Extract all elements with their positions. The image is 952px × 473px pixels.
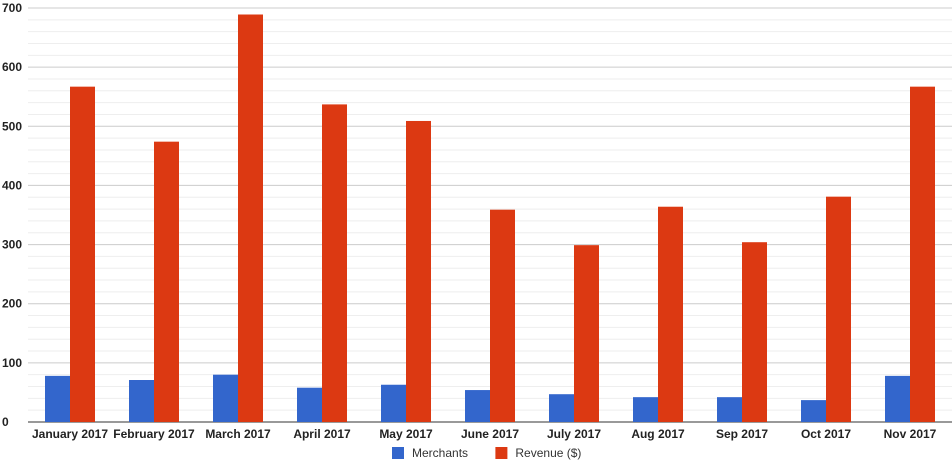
- y-tick-label: 600: [2, 60, 22, 74]
- bar-merchants[interactable]: [213, 374, 238, 422]
- x-tick-label: Sep 2017: [716, 427, 768, 441]
- legend: Merchants Revenue ($): [392, 446, 581, 460]
- bar-merchants[interactable]: [45, 375, 70, 422]
- x-tick-label: February 2017: [113, 427, 195, 441]
- bar-merchants[interactable]: [885, 375, 910, 422]
- y-axis: 0 100 200 300 400 500 600 700: [2, 1, 22, 429]
- bar-revenue[interactable]: [826, 196, 851, 422]
- x-tick-label: May 2017: [379, 427, 433, 441]
- x-tick-label: Aug 2017: [631, 427, 685, 441]
- y-tick-label: 400: [2, 178, 22, 192]
- bar-merchants[interactable]: [717, 397, 742, 422]
- bar-merchants[interactable]: [381, 384, 406, 422]
- bar-revenue[interactable]: [490, 209, 515, 422]
- bar-merchants[interactable]: [129, 380, 154, 422]
- y-tick-label: 700: [2, 1, 22, 15]
- bar-revenue[interactable]: [238, 14, 263, 423]
- y-tick-label: 200: [2, 297, 22, 311]
- bar-revenue[interactable]: [910, 86, 935, 422]
- bar-merchants[interactable]: [633, 397, 658, 422]
- x-tick-label: July 2017: [547, 427, 601, 441]
- bar-merchants[interactable]: [801, 400, 826, 422]
- x-tick-label: March 2017: [205, 427, 271, 441]
- bar-merchants[interactable]: [549, 394, 574, 422]
- legend-label: Merchants: [412, 446, 468, 460]
- bar-revenue[interactable]: [658, 206, 683, 422]
- x-tick-label: January 2017: [32, 427, 108, 441]
- x-tick-label: April 2017: [293, 427, 351, 441]
- bar-revenue[interactable]: [574, 245, 599, 422]
- y-tick-label: 100: [2, 356, 22, 370]
- legend-swatch: [495, 447, 508, 459]
- y-tick-label: 300: [2, 238, 22, 252]
- bar-merchants[interactable]: [297, 387, 322, 422]
- x-tick-label: Oct 2017: [801, 427, 851, 441]
- legend-swatch: [392, 447, 404, 459]
- x-axis-labels: January 2017 February 2017 March 2017 April…: [32, 427, 937, 441]
- y-tick-label: 500: [2, 119, 22, 133]
- x-tick-label: Nov 2017: [884, 427, 937, 441]
- bar-revenue[interactable]: [154, 141, 179, 423]
- y-tick-label: 0: [2, 415, 9, 429]
- legend-label: Revenue ($): [515, 446, 581, 460]
- bars: [45, 14, 935, 423]
- bar-revenue[interactable]: [742, 242, 767, 422]
- bar-revenue[interactable]: [70, 86, 95, 422]
- bar-revenue[interactable]: [322, 104, 347, 422]
- bar-revenue[interactable]: [406, 120, 431, 422]
- bar-merchants[interactable]: [465, 390, 490, 422]
- x-tick-label: June 2017: [461, 427, 519, 441]
